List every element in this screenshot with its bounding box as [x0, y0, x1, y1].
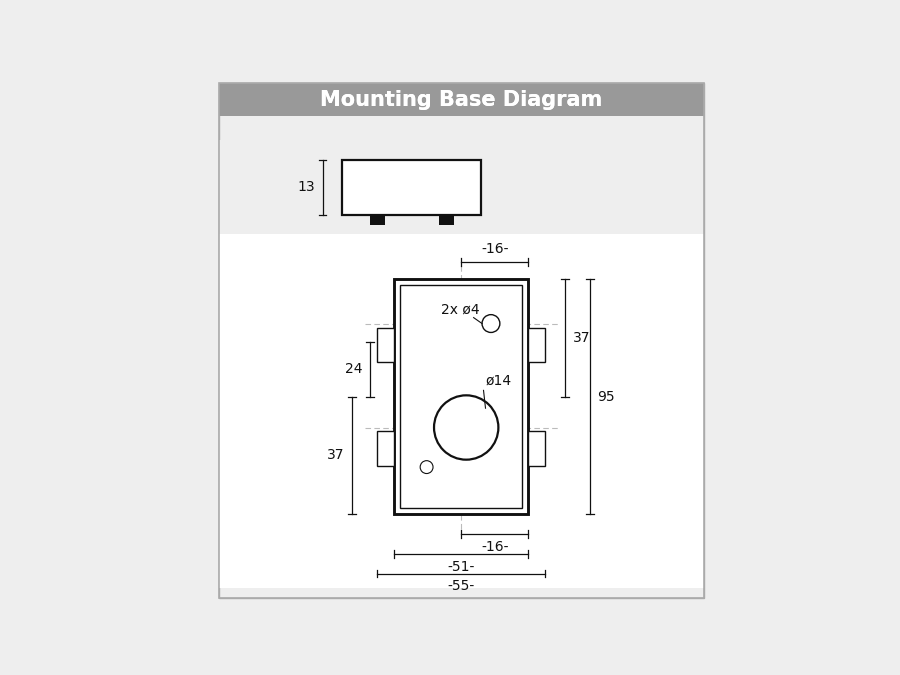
- Text: 13: 13: [298, 180, 315, 194]
- Bar: [219, 219, 704, 589]
- Text: ø14: ø14: [486, 374, 512, 388]
- Bar: [377, 431, 394, 466]
- Bar: [343, 160, 482, 215]
- Bar: [219, 84, 704, 115]
- Text: 13: 13: [298, 180, 315, 194]
- Bar: [219, 84, 704, 115]
- Text: Mounting Base Diagram: Mounting Base Diagram: [320, 90, 602, 109]
- Bar: [343, 160, 482, 215]
- Bar: [370, 215, 384, 225]
- Bar: [528, 431, 545, 466]
- Text: 37: 37: [572, 331, 590, 345]
- Bar: [528, 327, 545, 362]
- Bar: [394, 279, 528, 514]
- Text: 2x ø4: 2x ø4: [442, 302, 480, 316]
- Text: Mounting Base Diagram: Mounting Base Diagram: [320, 90, 602, 109]
- Text: 95: 95: [598, 389, 615, 404]
- Text: 37: 37: [328, 448, 345, 462]
- Bar: [219, 140, 704, 234]
- Bar: [439, 215, 454, 225]
- Text: -55-: -55-: [447, 579, 475, 593]
- Text: -16-: -16-: [481, 540, 508, 554]
- Text: 24: 24: [345, 362, 362, 377]
- Text: -51-: -51-: [447, 560, 475, 574]
- Bar: [400, 285, 522, 508]
- Bar: [377, 327, 394, 362]
- Bar: [219, 155, 704, 219]
- Text: -16-: -16-: [481, 242, 508, 256]
- Bar: [439, 215, 454, 225]
- Bar: [370, 215, 384, 225]
